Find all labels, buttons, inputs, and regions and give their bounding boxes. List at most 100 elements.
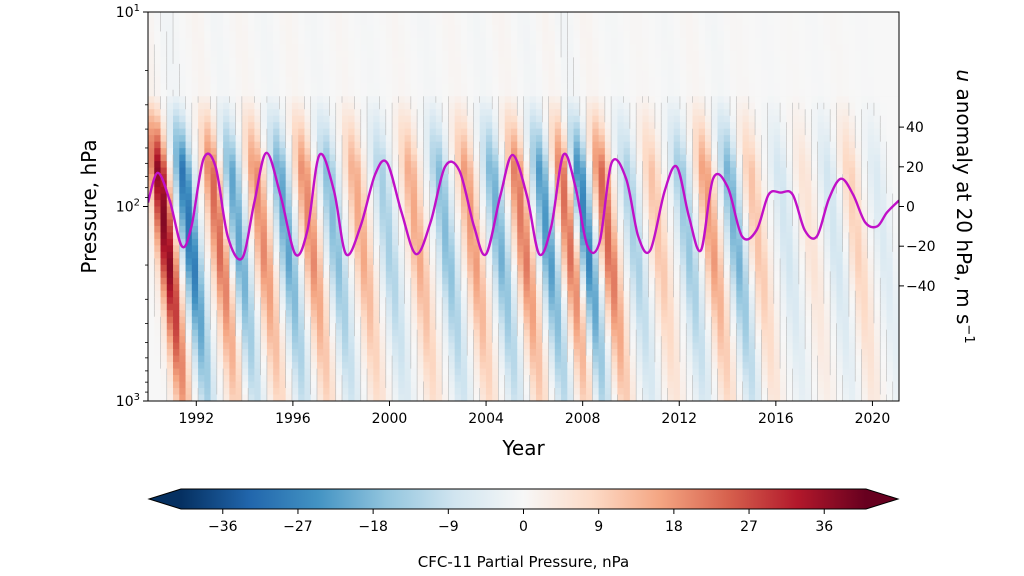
heatmap-cell (492, 238, 500, 246)
heatmap-cell (504, 174, 512, 182)
heatmap-cell (730, 128, 737, 136)
heatmap-cell (448, 167, 456, 175)
heatmap-cell (767, 76, 775, 84)
heatmap-cell (567, 219, 575, 227)
heatmap-cell (185, 128, 193, 136)
heatmap-cell (805, 50, 812, 58)
heatmap-cell (442, 83, 449, 91)
heatmap-cell (460, 122, 468, 130)
heatmap-cell (529, 96, 537, 104)
heatmap-cell (460, 154, 468, 162)
heatmap-cell (636, 245, 644, 253)
heatmap-cell (248, 76, 255, 84)
heatmap-cell (623, 200, 631, 208)
heatmap-cell (636, 31, 644, 39)
heatmap-cell (460, 63, 468, 71)
heatmap-cell (185, 277, 193, 285)
heatmap-cell (198, 225, 205, 234)
heatmap-cell (166, 44, 174, 52)
heatmap-cell (698, 264, 706, 272)
heatmap-cell (686, 238, 694, 246)
heatmap-cell (623, 277, 631, 285)
heatmap-cell (561, 193, 568, 201)
heatmap-cell (229, 225, 237, 234)
heatmap-cell (761, 161, 769, 169)
heatmap-cell (510, 193, 518, 201)
heatmap-cell (811, 219, 819, 227)
heatmap-cell (542, 141, 550, 149)
heatmap-cell (517, 245, 525, 253)
heatmap-cell (623, 128, 631, 136)
heatmap-cell (736, 148, 744, 156)
heatmap-cell (805, 18, 812, 26)
heatmap-cell (510, 264, 518, 272)
heatmap-cell (323, 148, 331, 156)
heatmap-cell (579, 251, 587, 259)
heatmap-cell (792, 258, 800, 266)
heatmap-cell (798, 18, 806, 26)
heatmap-cell (148, 200, 155, 208)
heatmap-cell (579, 89, 587, 97)
heatmap-cell (279, 89, 287, 97)
heatmap-cell (423, 70, 431, 78)
heatmap-cell (805, 57, 812, 65)
heatmap-cell (342, 161, 349, 169)
heatmap-cell (561, 109, 568, 117)
heatmap-cell (185, 135, 193, 143)
heatmap-cell (886, 70, 894, 78)
heatmap-cell (617, 18, 625, 26)
heatmap-cell (730, 271, 737, 279)
heatmap-cell (755, 63, 762, 71)
heatmap-cell (298, 141, 306, 149)
heatmap-cell (417, 187, 424, 195)
heatmap-cell (367, 37, 374, 46)
heatmap-cell (855, 161, 863, 169)
heatmap-cell (679, 193, 687, 201)
heatmap-cell (654, 63, 662, 71)
heatmap-cell (335, 31, 343, 39)
heatmap-cell (417, 251, 424, 259)
heatmap-cell (254, 154, 262, 162)
heatmap-cell (467, 115, 475, 123)
heatmap-cell (679, 128, 687, 136)
heatmap-cell (830, 161, 838, 169)
heatmap-cell (360, 76, 368, 84)
heatmap-cell (748, 180, 756, 188)
heatmap-cell (454, 44, 462, 52)
heatmap-cell (392, 57, 399, 65)
heatmap-cell (492, 161, 500, 169)
heatmap-cell (761, 258, 769, 266)
heatmap-cell (704, 245, 712, 253)
heatmap-cell (604, 238, 612, 246)
heatmap-cell (623, 50, 631, 58)
heatmap-cell (811, 122, 819, 130)
heatmap-cell (855, 18, 863, 26)
heatmap-cell (673, 115, 681, 123)
heatmap-cell (642, 83, 650, 91)
heatmap-cell (229, 271, 237, 279)
heatmap-cell (298, 37, 306, 46)
heatmap-cell (855, 122, 863, 130)
heatmap-cell (679, 57, 687, 65)
heatmap-cell (842, 128, 850, 136)
heatmap-cell (861, 251, 869, 259)
heatmap-cell (636, 167, 644, 175)
heatmap-cell (629, 109, 637, 117)
heatmap-cell (260, 180, 268, 188)
heatmap-cell (342, 89, 349, 97)
heatmap-cell (323, 89, 331, 97)
heatmap-cell (723, 225, 731, 234)
heatmap-cell (798, 50, 806, 58)
heatmap-cell (780, 251, 787, 259)
heatmap-cell (435, 50, 443, 58)
heatmap-cell (273, 128, 281, 136)
heatmap-cell (279, 70, 287, 78)
heatmap-cell (191, 225, 199, 234)
heatmap-cell (748, 135, 756, 143)
heatmap-cell (673, 206, 681, 214)
heatmap-cell (442, 219, 449, 227)
heatmap-cell (485, 180, 493, 188)
heatmap-cell (254, 193, 262, 201)
heatmap-cell (548, 154, 556, 162)
heatmap-cell (385, 109, 393, 117)
